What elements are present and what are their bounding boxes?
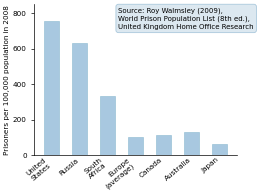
Bar	[72, 43, 87, 155]
Bar	[128, 137, 143, 155]
Text: Source: Roy Walmsley (2009),
World Prison Population List (8th ed.),
United King: Source: Roy Walmsley (2009), World Priso…	[118, 7, 254, 30]
Bar	[156, 135, 171, 155]
Y-axis label: Prisoners per 100,000 population in 2008: Prisoners per 100,000 population in 2008	[4, 5, 10, 155]
Bar	[44, 21, 59, 155]
Bar	[184, 132, 199, 155]
Bar	[212, 144, 227, 155]
Bar	[100, 96, 115, 155]
